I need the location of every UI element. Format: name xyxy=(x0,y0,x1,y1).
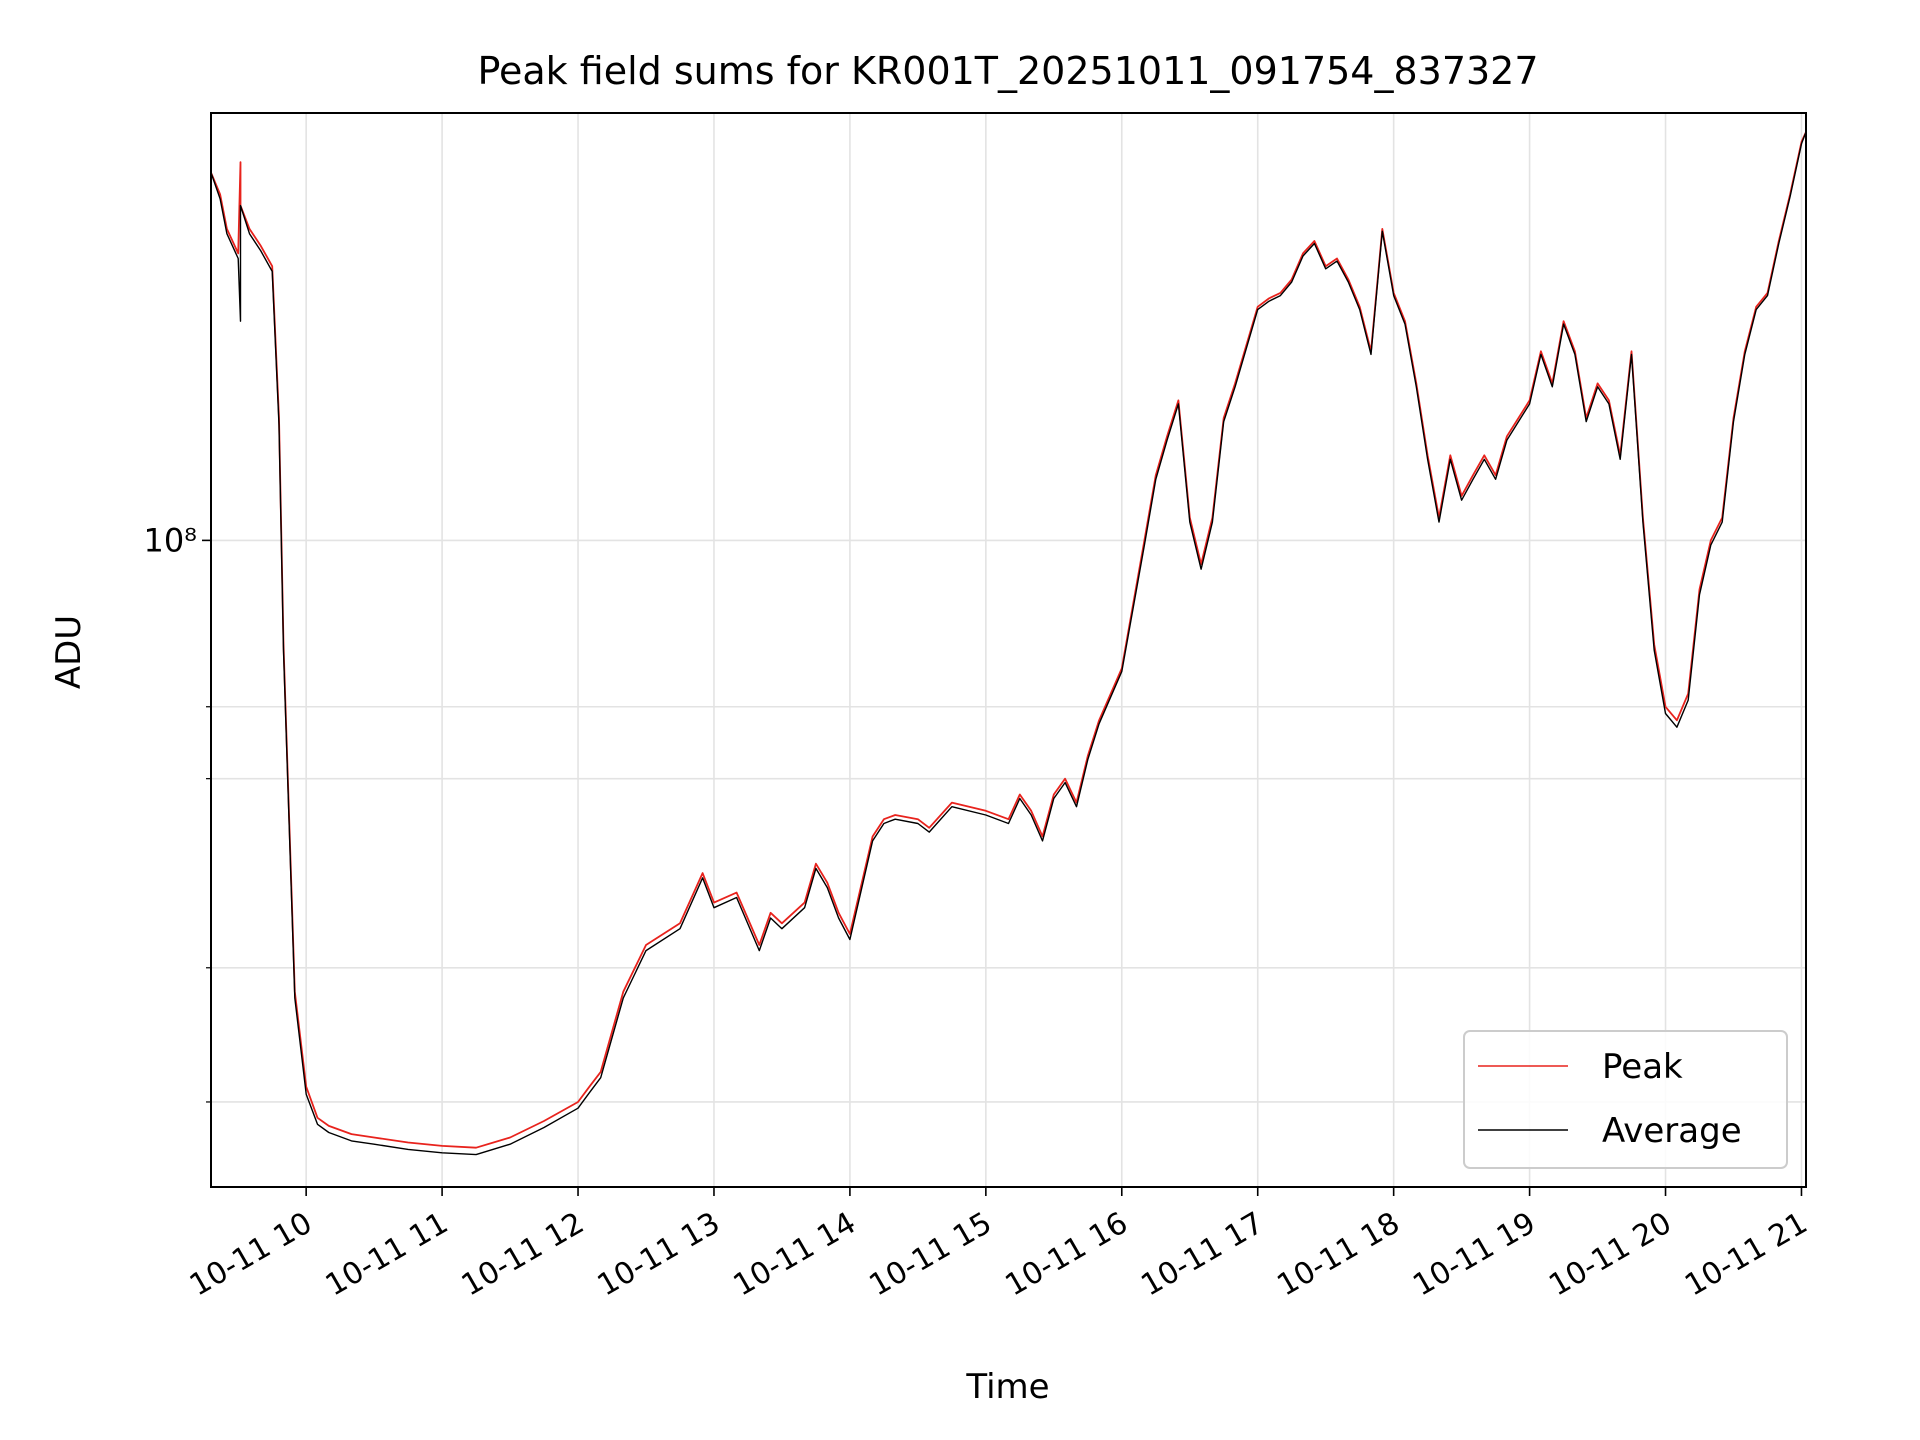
plot-frame xyxy=(210,112,1807,1188)
plot-series xyxy=(210,131,1807,1156)
y-axis-label: ADU xyxy=(49,615,89,689)
y-tick-label: 10⁸ xyxy=(143,521,197,559)
series-line-average xyxy=(210,131,1807,1156)
y-axis-ticks: 10⁸ xyxy=(143,521,211,1103)
legend-label-peak: Peak xyxy=(1602,1047,1683,1087)
x-axis-label: Time xyxy=(965,1367,1049,1407)
chart-title: Peak field sums for KR001T_20251011_0917… xyxy=(477,49,1538,93)
series-line-peak xyxy=(210,131,1807,1149)
legend-label-average: Average xyxy=(1602,1111,1742,1151)
legend: Peak Average xyxy=(1463,1030,1788,1169)
